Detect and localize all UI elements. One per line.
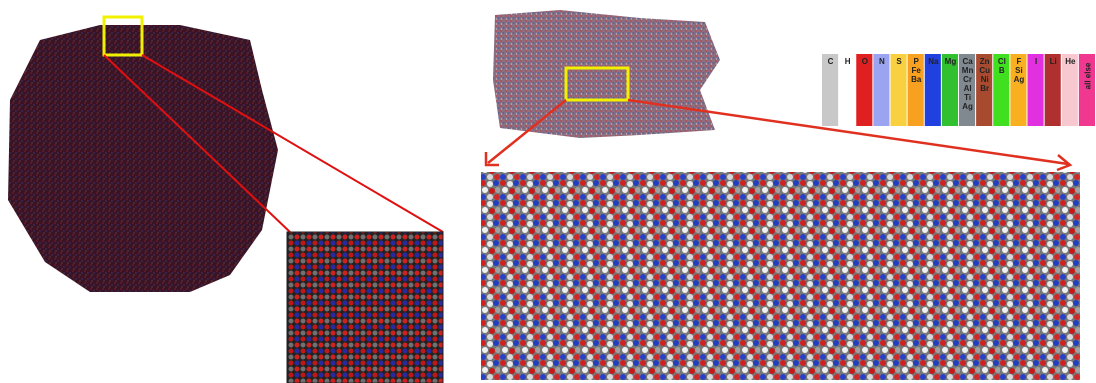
legend-label: Fe — [912, 66, 922, 75]
legend-label: Mn — [962, 66, 974, 75]
legend-label: Ca — [962, 57, 973, 66]
figure: CHONSPFeBaNaMgCaMnCrAlTiAgZnCuNiBrClBFSi… — [0, 0, 1096, 383]
legend-label: Li — [1050, 57, 1057, 66]
legend-label: Br — [980, 84, 989, 93]
legend-label: O — [862, 57, 868, 66]
legend-label: I — [1035, 57, 1037, 66]
legend-label: Zn — [980, 57, 990, 66]
legend-label: He — [1065, 57, 1076, 66]
legend-label: Cl — [998, 57, 1006, 66]
zoom-inset — [287, 232, 443, 383]
legend-label: Ag — [962, 102, 973, 111]
legend-label: Ni — [981, 75, 989, 84]
legend-label: Ag — [1014, 75, 1025, 84]
legend-label: Cr — [963, 75, 972, 84]
zoom-panel — [481, 172, 1080, 380]
legend-label: B — [999, 66, 1005, 75]
legend-label: Na — [928, 57, 939, 66]
legend-label: P — [914, 57, 920, 66]
legend-label: Ti — [964, 93, 971, 102]
legend-label: Ba — [911, 75, 922, 84]
legend-label: Si — [1015, 66, 1023, 75]
legend-label: all else — [1083, 62, 1092, 89]
legend-label: N — [879, 57, 885, 66]
legend-label: F — [1016, 57, 1021, 66]
nanoparticle — [8, 25, 278, 292]
legend-label: C — [828, 57, 834, 66]
legend-label: S — [896, 57, 902, 66]
membrane — [493, 10, 720, 138]
legend-label: H — [845, 57, 851, 66]
legend-label: Cu — [979, 66, 990, 75]
legend-label: Mg — [945, 57, 957, 66]
legend-label: Al — [964, 84, 972, 93]
